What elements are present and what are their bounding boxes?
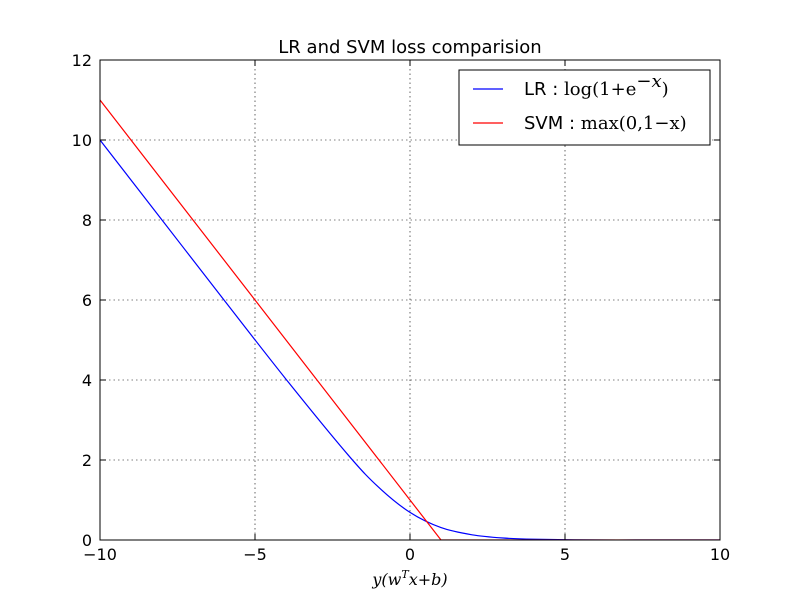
y-tick-label: 4 [82,371,92,390]
x-axis-label-text: y(wTx+b) [371,568,447,589]
x-axis-label: y(wTx+b) [371,568,447,589]
legend: LR : log(1+e−x) SVM : max(0,1−x) [458,69,711,146]
x-tick-label: 10 [710,545,730,564]
x-tick-label: 0 [405,545,415,564]
y-tick-label: 0 [82,531,92,550]
legend-entry: LR : log(1+e−x) [524,71,669,100]
x-tick-label: −10 [83,545,117,564]
legend-box [458,69,711,146]
y-tick-label: 2 [82,451,92,470]
chart-title: LR and SVM loss comparision [278,37,541,58]
y-tick-label: 8 [82,211,92,230]
y-tick-label: 6 [82,291,92,310]
x-tick-label: −5 [243,545,267,564]
y-tick-label: 10 [72,131,92,150]
x-tick-label: 5 [560,545,570,564]
legend-entry: SVM : max(0,1−x) [524,113,687,134]
axis-ticks: −10 −5 0 5 10 0 2 4 6 8 10 12 [72,51,731,564]
y-tick-label: 12 [72,51,92,70]
series-line-svm [100,99,720,540]
